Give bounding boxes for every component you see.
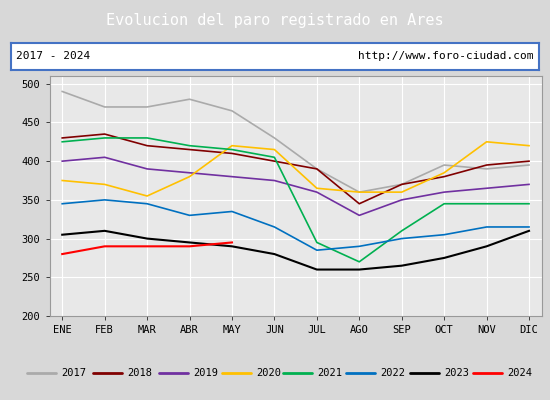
Text: 2017: 2017 [61, 368, 86, 378]
Text: 2017 - 2024: 2017 - 2024 [16, 51, 91, 61]
Text: 2020: 2020 [256, 368, 282, 378]
Text: 2021: 2021 [317, 368, 342, 378]
Text: Evolucion del paro registrado en Ares: Evolucion del paro registrado en Ares [106, 14, 444, 28]
Text: 2018: 2018 [127, 368, 152, 378]
Text: 2024: 2024 [507, 368, 532, 378]
Text: 2019: 2019 [193, 368, 218, 378]
Text: 2022: 2022 [381, 368, 405, 378]
Text: http://www.foro-ciudad.com: http://www.foro-ciudad.com [358, 51, 534, 61]
Text: 2023: 2023 [444, 368, 469, 378]
